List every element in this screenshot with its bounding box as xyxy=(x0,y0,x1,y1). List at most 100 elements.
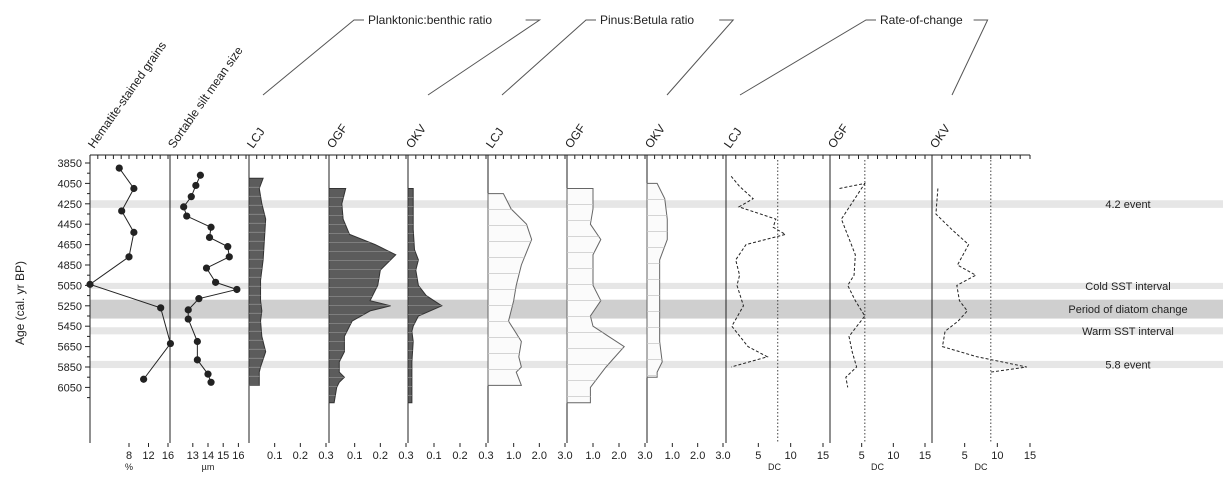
x-unit-label: % xyxy=(125,462,133,472)
x-tick-label: 14 xyxy=(202,450,214,462)
x-tick-label: 16 xyxy=(162,450,174,462)
data-point xyxy=(183,212,191,220)
data-point xyxy=(207,378,215,386)
x-unit-label: µm xyxy=(202,462,215,472)
series-line xyxy=(839,182,866,388)
x-tick-label: 0.3 xyxy=(398,450,413,462)
y-tick-label: 4050 xyxy=(58,178,82,190)
panel-label: LCJ xyxy=(483,125,507,151)
data-point xyxy=(207,223,215,231)
x-tick-label: 15 xyxy=(217,450,229,462)
x-tick-label: 0.2 xyxy=(293,450,308,462)
data-point xyxy=(204,370,212,378)
data-point xyxy=(86,280,94,288)
group-leader-line xyxy=(501,19,596,96)
x-tick-label: 1.0 xyxy=(665,450,680,462)
x-tick-label: 5 xyxy=(962,450,968,462)
data-point xyxy=(140,375,148,383)
group-leader-line xyxy=(427,19,542,96)
y-tick-label: 5050 xyxy=(58,280,82,292)
area-shape xyxy=(407,188,443,404)
data-point xyxy=(193,337,201,346)
x-tick-label: 0.1 xyxy=(426,450,441,462)
group-leader-line xyxy=(666,19,735,96)
data-point xyxy=(224,243,232,251)
event-label: 5.8 event xyxy=(1105,359,1150,371)
area-shape xyxy=(566,188,625,404)
data-point xyxy=(125,253,133,261)
x-tick-label: 0.2 xyxy=(452,450,467,462)
x-tick-label: 1.0 xyxy=(585,450,600,462)
y-tick-label: 5850 xyxy=(58,362,82,374)
group-leader-line xyxy=(951,19,989,96)
data-point xyxy=(233,285,241,294)
x-tick-label: 8 xyxy=(126,450,132,462)
y-tick-label: 4650 xyxy=(58,240,82,252)
event-label: Period of diatom change xyxy=(1068,304,1187,316)
x-tick-label: 10 xyxy=(785,450,797,462)
x-tick-label: 0.3 xyxy=(478,450,493,462)
y-tick-label: 3850 xyxy=(58,158,82,170)
x-tick-label: 0.3 xyxy=(318,450,333,462)
data-point xyxy=(195,295,203,303)
x-tick-label: 10 xyxy=(887,450,899,462)
x-tick-label: 0.2 xyxy=(373,450,388,462)
x-tick-label: 2.0 xyxy=(611,450,626,462)
x-tick-label: 15 xyxy=(1024,450,1036,462)
panel-label: OGF xyxy=(825,121,851,150)
area-shape xyxy=(248,177,267,386)
data-point xyxy=(187,193,195,201)
area-shape xyxy=(328,188,397,404)
series-line xyxy=(88,167,171,380)
x-tick-label: 12 xyxy=(142,450,154,462)
group-leader-line xyxy=(262,19,364,96)
y-axis-title: Age (cal. yr BP) xyxy=(13,261,27,345)
panel-label: OKV xyxy=(927,122,953,151)
x-tick-label: 5 xyxy=(859,450,865,462)
event-label: Cold SST interval xyxy=(1085,281,1170,293)
y-tick-label: 5650 xyxy=(58,342,82,354)
data-point xyxy=(212,278,220,286)
y-tick-label: 6050 xyxy=(58,382,82,394)
group-title: Rate-of-change xyxy=(880,13,963,27)
x-tick-label: 0.1 xyxy=(267,450,282,462)
x-tick-label: 3.0 xyxy=(715,450,730,462)
panel-label: Hematite-stained grains xyxy=(85,39,169,151)
event-label: 4.2 event xyxy=(1105,199,1150,211)
x-unit-label: DC xyxy=(768,462,781,472)
data-point xyxy=(225,253,233,261)
data-point xyxy=(118,207,126,215)
series-line xyxy=(730,175,787,368)
panel-label: LCJ xyxy=(244,125,268,151)
data-point xyxy=(115,164,123,172)
y-tick-label: 4450 xyxy=(58,219,82,231)
data-point xyxy=(205,233,214,242)
x-tick-label: 0.1 xyxy=(347,450,362,462)
data-point xyxy=(184,315,192,323)
panel-label: OGF xyxy=(324,121,350,150)
data-point xyxy=(202,264,211,272)
event-label: Warm SST interval xyxy=(1082,326,1174,338)
series-line xyxy=(935,188,1027,373)
data-point xyxy=(192,181,200,190)
x-tick-label: 2.0 xyxy=(690,450,705,462)
x-tick-label: 15 xyxy=(919,450,931,462)
area-shape xyxy=(646,182,668,378)
x-tick-label: 13 xyxy=(187,450,199,462)
panel-label: Sortable silt mean size xyxy=(165,44,246,151)
panel-label: LCJ xyxy=(721,125,745,151)
data-point xyxy=(130,228,138,236)
x-unit-label: DC xyxy=(975,462,988,472)
panel-label: OKV xyxy=(642,122,668,151)
panel-label: OGF xyxy=(562,121,588,150)
group-title: Pinus:Betula ratio xyxy=(600,13,694,27)
x-tick-label: 15 xyxy=(817,450,829,462)
data-point xyxy=(196,171,204,179)
x-tick-label: 5 xyxy=(755,450,761,462)
x-tick-label: 1.0 xyxy=(506,450,521,462)
data-point xyxy=(130,184,138,193)
panel-label: OKV xyxy=(403,122,429,151)
group-leader-line xyxy=(739,19,876,96)
y-tick-label: 4250 xyxy=(58,199,82,211)
